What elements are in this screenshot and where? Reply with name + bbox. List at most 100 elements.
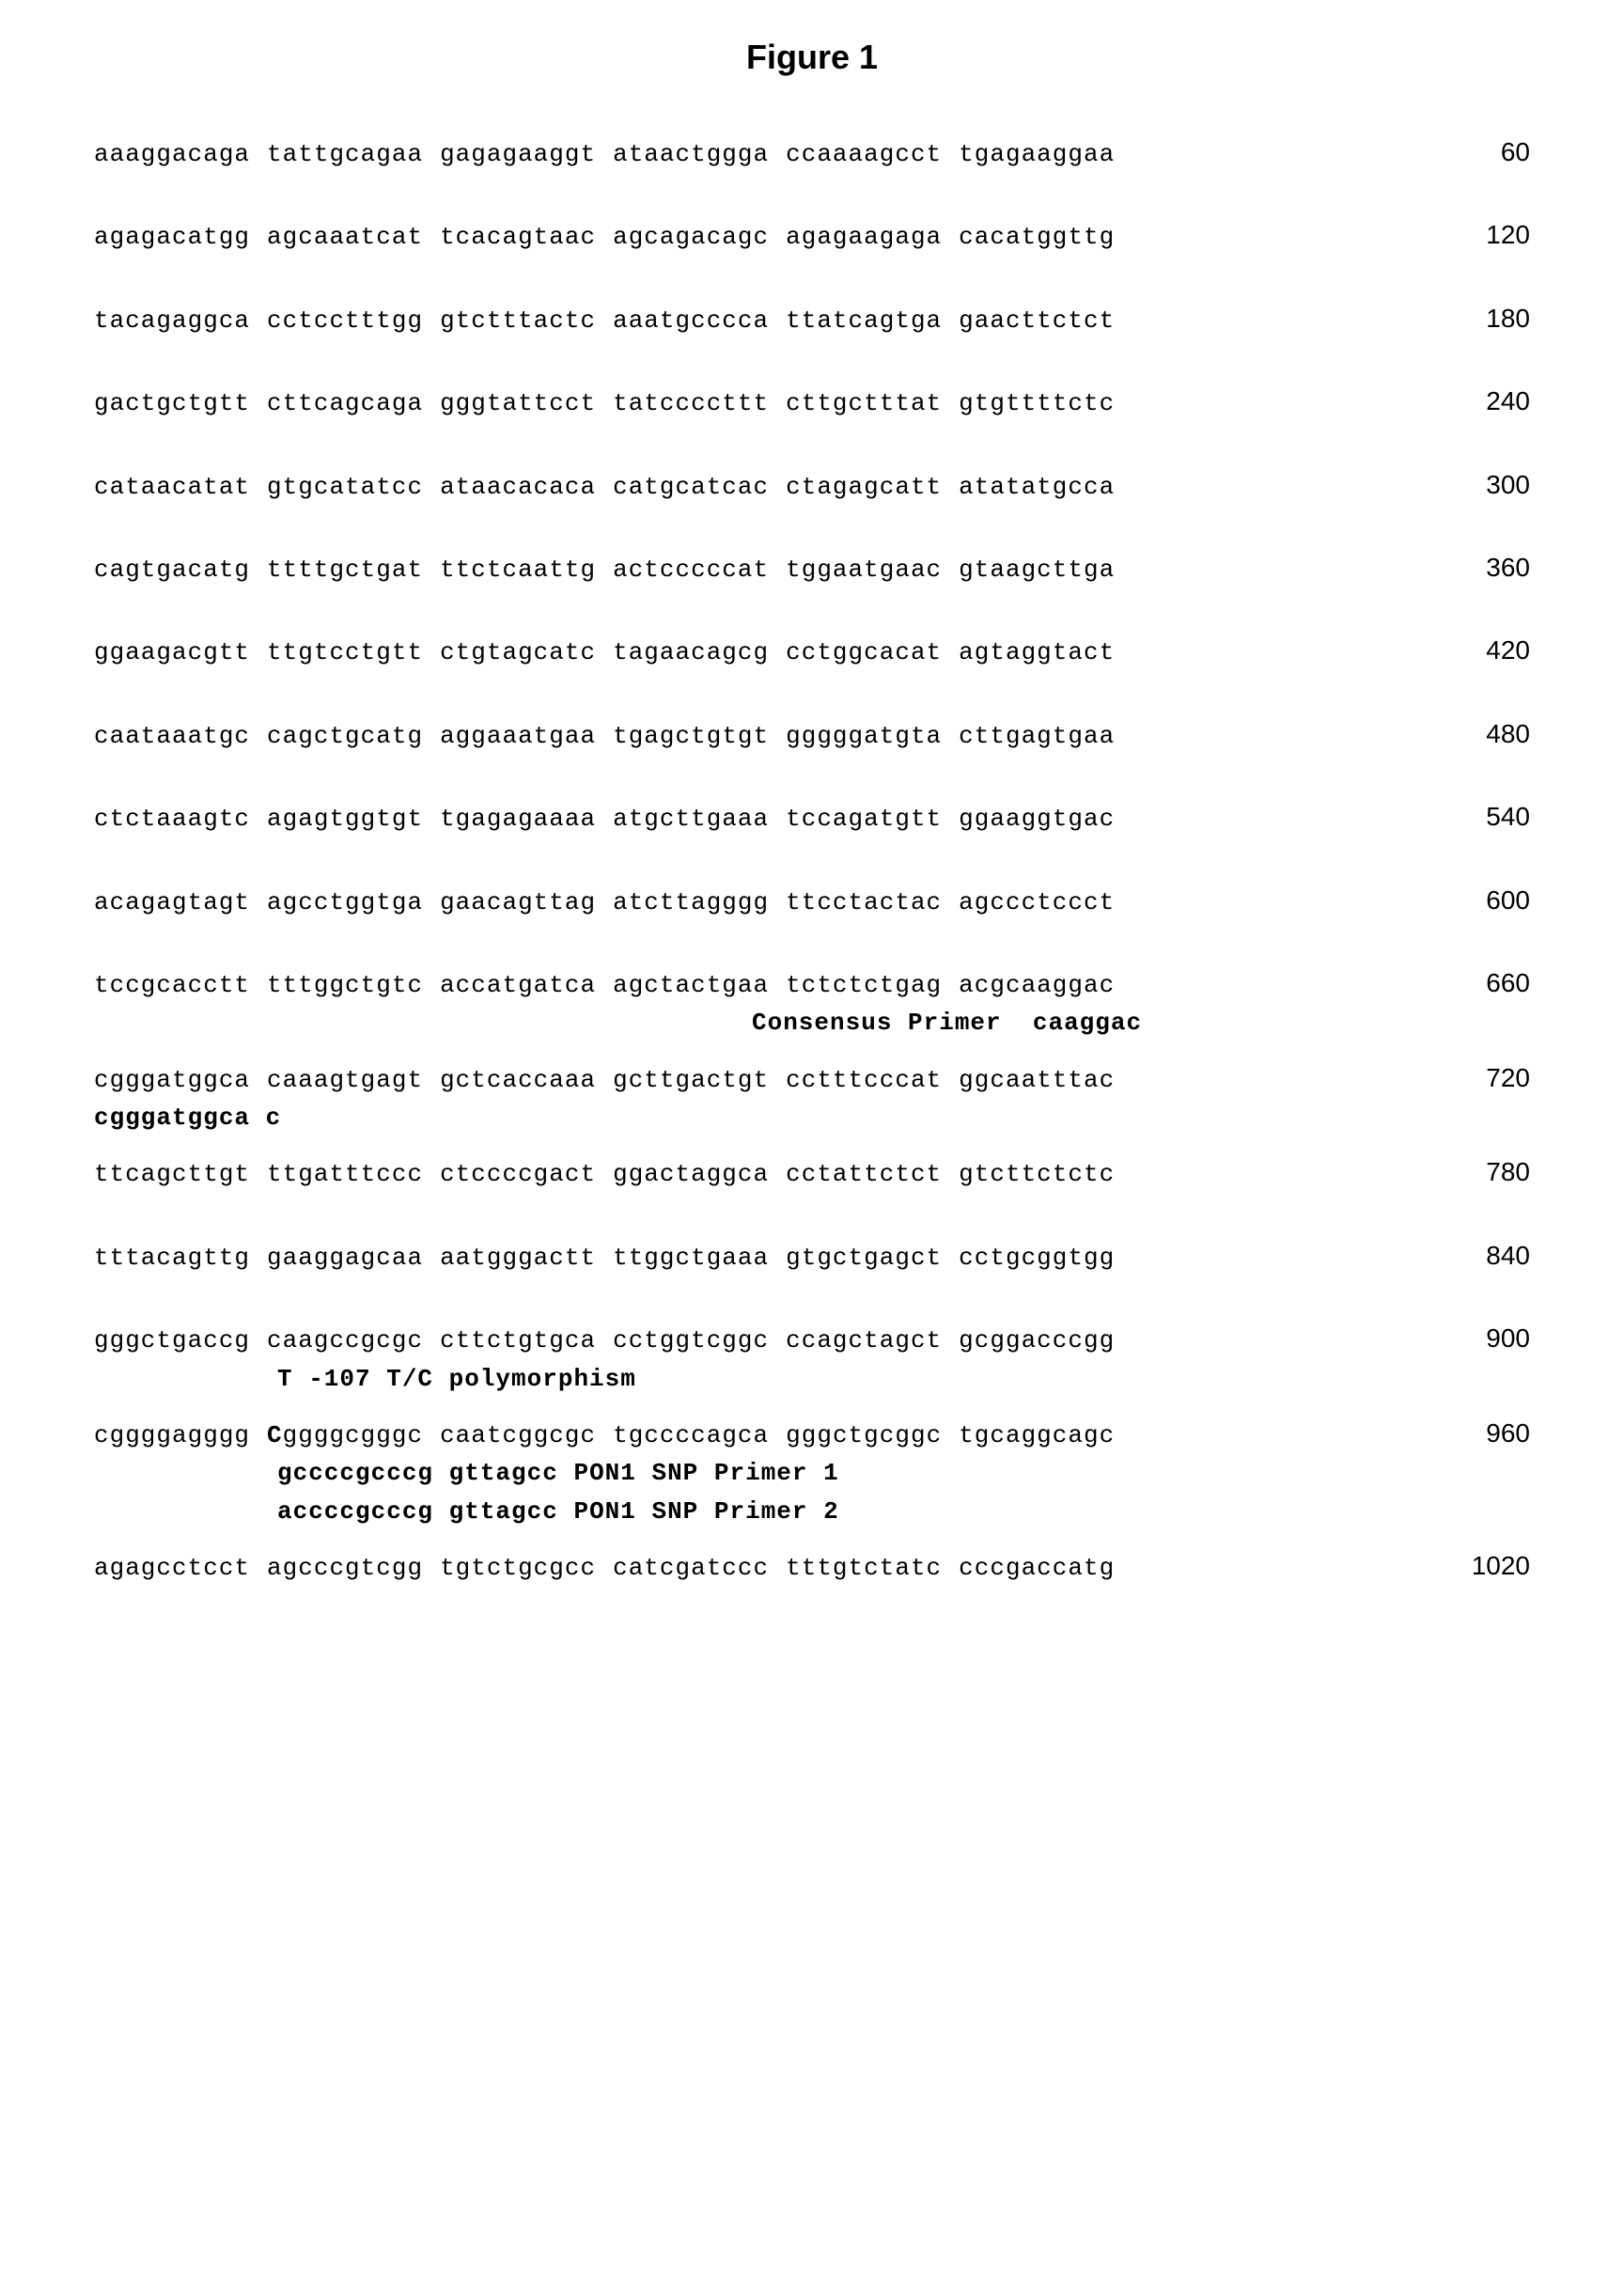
seq-block: cttctgtgca bbox=[440, 1323, 596, 1357]
seq-block: ttatcagtga bbox=[786, 304, 942, 337]
seq-block: tattgcagaa bbox=[267, 137, 423, 171]
seq-block: gctcaccaaa bbox=[440, 1063, 596, 1097]
seq-block: agccctccct bbox=[959, 885, 1115, 919]
sequence-blocks: gactgctgtt cttcagcaga gggtattcct tatcccc… bbox=[94, 386, 1115, 420]
seq-block: cataacatat bbox=[94, 470, 250, 504]
consensus-continuation-text: cgggatggca c bbox=[94, 1101, 281, 1135]
sequence-blocks: tccgcacctt tttggctgtc accatgatca agctact… bbox=[94, 968, 1115, 1002]
sequence-row: ttcagcttgt ttgatttccc ctccccgact ggactag… bbox=[94, 1153, 1530, 1191]
sequence-row: cagtgacatg ttttgctgat ttctcaattg actcccc… bbox=[94, 549, 1530, 587]
seq-block: cttgagtgaa bbox=[959, 719, 1115, 753]
seq-block: gtgcatatcc bbox=[267, 470, 423, 504]
seq-block: tgcaggcagc bbox=[959, 1418, 1115, 1452]
seq-block: ggactaggca bbox=[613, 1157, 769, 1191]
position-number: 540 bbox=[1448, 798, 1530, 835]
position-number: 960 bbox=[1448, 1415, 1530, 1451]
seq-block: cctgcggtgg bbox=[959, 1241, 1115, 1275]
sequence-row: ggaagacgtt ttgtcctgtt ctgtagcatc tagaaca… bbox=[94, 632, 1530, 669]
seq-block: acgcaaggac bbox=[959, 968, 1115, 1002]
position-number: 240 bbox=[1448, 383, 1530, 419]
sequence-row: gggctgaccg caagccgcgc cttctgtgca cctggtc… bbox=[94, 1320, 1530, 1357]
seq-block: ttcctactac bbox=[786, 885, 942, 919]
seq-block: agcccgtcgg bbox=[267, 1551, 423, 1585]
seq-block: tgagctgtgt bbox=[613, 719, 769, 753]
sequence-blocks: gggctgaccg caagccgcgc cttctgtgca cctggtc… bbox=[94, 1323, 1115, 1357]
seq-block: cttgctttat bbox=[786, 386, 942, 420]
seq-block: ttggctgaaa bbox=[613, 1241, 769, 1275]
seq-block: gtctttactc bbox=[440, 304, 596, 337]
seq-block: cagtgacatg bbox=[94, 553, 250, 587]
sequence-row: caataaatgc cagctgcatg aggaaatgaa tgagctg… bbox=[94, 715, 1530, 753]
seq-block: cccgaccatg bbox=[959, 1551, 1115, 1585]
seq-block: cggggagggg bbox=[94, 1418, 250, 1452]
sequence-blocks: tacagaggca cctcctttgg gtctttactc aaatgcc… bbox=[94, 304, 1115, 337]
sequence-row: cggggagggg Cggggcgggc caatcggcgc tgcccca… bbox=[94, 1415, 1530, 1452]
seq-block: tgagaaggaa bbox=[959, 137, 1115, 171]
seq-block: gcggacccgg bbox=[959, 1323, 1115, 1357]
seq-block: agcagacagc bbox=[613, 220, 769, 254]
seq-block: ctagagcatt bbox=[786, 470, 942, 504]
position-number: 300 bbox=[1448, 466, 1530, 503]
seq-block: tttggctgtc bbox=[267, 968, 423, 1002]
sequence-row: agagcctcct agcccgtcgg tgtctgcgcc catcgat… bbox=[94, 1547, 1530, 1585]
sequence-row: acagagtagt agcctggtga gaacagttag atcttag… bbox=[94, 882, 1530, 919]
sequence-blocks: cagtgacatg ttttgctgat ttctcaattg actcccc… bbox=[94, 553, 1115, 587]
seq-block: gaacagttag bbox=[440, 885, 596, 919]
polymorphism-annotation: T -107 T/C polymorphism bbox=[94, 1362, 1530, 1396]
sequence-blocks: agagacatgg agcaaatcat tcacagtaac agcagac… bbox=[94, 220, 1115, 254]
sequence-blocks: tttacagttg gaaggagcaa aatgggactt ttggctg… bbox=[94, 1241, 1115, 1275]
seq-block: acagagtagt bbox=[94, 885, 250, 919]
seq-block: cagctgcatg bbox=[267, 719, 423, 753]
seq-block: tatccccttt bbox=[613, 386, 769, 420]
seq-block: gactgctgtt bbox=[94, 386, 250, 420]
seq-block: ataactggga bbox=[613, 137, 769, 171]
seq-block: tgccccagca bbox=[613, 1418, 769, 1452]
seq-block: tacagaggca bbox=[94, 304, 250, 337]
snp-primer-2-label: accccgcccg gttagcc PON1 SNP Primer 2 bbox=[94, 1495, 839, 1528]
seq-block: tagaacagcg bbox=[613, 635, 769, 669]
seq-block: ttgatttccc bbox=[267, 1157, 423, 1191]
seq-block: gggggatgta bbox=[786, 719, 942, 753]
seq-block: atgcttgaaa bbox=[613, 802, 769, 836]
sequence-blocks: ctctaaagtc agagtggtgt tgagagaaaa atgcttg… bbox=[94, 802, 1115, 836]
seq-block: aaaggacaga bbox=[94, 137, 250, 171]
seq-block: tcacagtaac bbox=[440, 220, 596, 254]
position-number: 420 bbox=[1448, 632, 1530, 668]
sequence-row: agagacatgg agcaaatcat tcacagtaac agcagac… bbox=[94, 216, 1530, 254]
seq-block: caaagtgagt bbox=[267, 1063, 423, 1097]
seq-block: gaacttctct bbox=[959, 304, 1115, 337]
polymorphism-label: T -107 T/C polymorphism bbox=[94, 1362, 636, 1396]
seq-block: aatgggactt bbox=[440, 1241, 596, 1275]
seq-block: cacatggttg bbox=[959, 220, 1115, 254]
seq-block: agagcctcct bbox=[94, 1551, 250, 1585]
position-number: 1020 bbox=[1434, 1547, 1530, 1584]
sequence-row: tccgcacctt tttggctgtc accatgatca agctact… bbox=[94, 964, 1530, 1002]
seq-block: agagaagaga bbox=[786, 220, 942, 254]
figure-title: Figure 1 bbox=[94, 38, 1530, 77]
seq-block: ttttgctgat bbox=[267, 553, 423, 587]
position-number: 660 bbox=[1448, 964, 1530, 1001]
position-number: 480 bbox=[1448, 715, 1530, 752]
seq-block: tttgtctatc bbox=[786, 1551, 942, 1585]
seq-block: ggaagacgtt bbox=[94, 635, 250, 669]
seq-block: ctgtagcatc bbox=[440, 635, 596, 669]
sequence-blocks: ggaagacgtt ttgtcctgtt ctgtagcatc tagaaca… bbox=[94, 635, 1115, 669]
sequence-blocks: cataacatat gtgcatatcc ataacacaca catgcat… bbox=[94, 470, 1115, 504]
seq-block: tccgcacctt bbox=[94, 968, 250, 1002]
consensus-continuation-annotation: cgggatggca c bbox=[94, 1101, 1530, 1135]
position-number: 780 bbox=[1448, 1153, 1530, 1190]
seq-block: cctattctct bbox=[786, 1157, 942, 1191]
seq-block: cctcctttgg bbox=[267, 304, 423, 337]
seq-block: cttcagcaga bbox=[267, 386, 423, 420]
seq-block: caataaatgc bbox=[94, 719, 250, 753]
seq-block: gcttgactgt bbox=[613, 1063, 769, 1097]
seq-block: agctactgaa bbox=[613, 968, 769, 1002]
seq-block: tttacagttg bbox=[94, 1241, 250, 1275]
position-number: 120 bbox=[1448, 216, 1530, 253]
sequence-row: tttacagttg gaaggagcaa aatgggactt ttggctg… bbox=[94, 1237, 1530, 1275]
sequence-blocks: caataaatgc cagctgcatg aggaaatgaa tgagctg… bbox=[94, 719, 1115, 753]
consensus-primer-label: Consensus Primer caaggac bbox=[94, 1006, 1142, 1040]
sequence-blocks: agagcctcct agcccgtcgg tgtctgcgcc catcgat… bbox=[94, 1551, 1115, 1585]
position-number: 600 bbox=[1448, 882, 1530, 918]
sequence-blocks: acagagtagt agcctggtga gaacagttag atcttag… bbox=[94, 885, 1115, 919]
